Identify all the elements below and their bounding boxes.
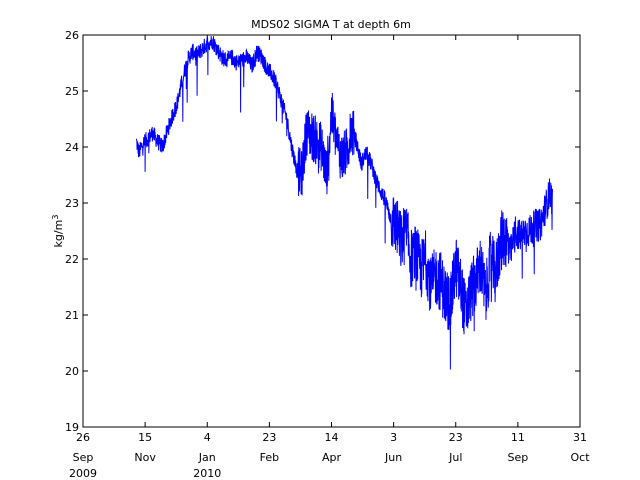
y-axis-label-unit: kg/m [52,220,65,248]
x-tick-label-day: 3 [390,431,397,444]
x-tick-label-month: Jul [448,451,462,464]
y-tick-label: 22 [65,253,79,266]
x-tick-label-month: Nov [134,451,156,464]
x-tick-label-day: 11 [511,431,525,444]
x-tick-label-day: 23 [262,431,276,444]
y-tick-label: 21 [65,309,79,322]
y-axis-label-superscript: 3 [51,215,60,220]
x-tick-label-month: Sep [508,451,529,464]
y-tick-label: 25 [65,85,79,98]
x-tick-label-day: 23 [449,431,463,444]
x-tick-label-month: Jan [198,451,216,464]
x-tick-label-year: 2010 [193,467,221,480]
y-axis: 19 20 21 22 23 24 25 26 [65,29,580,434]
x-tick-label-day: 4 [204,431,211,444]
x-tick-label-month: Sep [73,451,94,464]
x-tick-label-month: Feb [260,451,279,464]
x-tick-label-day: 14 [325,431,339,444]
x-axis: 26 Sep 2009 15 Nov 4 Jan 2010 23 Feb 14 Apr 3 Jun 23 Ju… [69,35,590,480]
x-tick-label-month: Jun [384,451,402,464]
y-tick-label: 19 [65,421,79,434]
y-tick-label: 24 [65,141,79,154]
x-tick-label-year: 2009 [69,467,97,480]
x-tick-label-day: 15 [138,431,152,444]
chart-title: MDS02 SIGMA T at depth 6m [251,18,411,31]
x-tick-label-day: 26 [76,431,90,444]
y-tick-label: 20 [65,365,79,378]
y-axis-label: kg/m3 [51,215,65,248]
y-tick-label: 26 [65,29,79,42]
x-tick-label-month: Apr [322,451,342,464]
x-tick-label-month: Oct [570,451,590,464]
x-tick-label-day: 31 [573,431,587,444]
y-tick-label: 23 [65,197,79,210]
series-line [135,36,554,370]
